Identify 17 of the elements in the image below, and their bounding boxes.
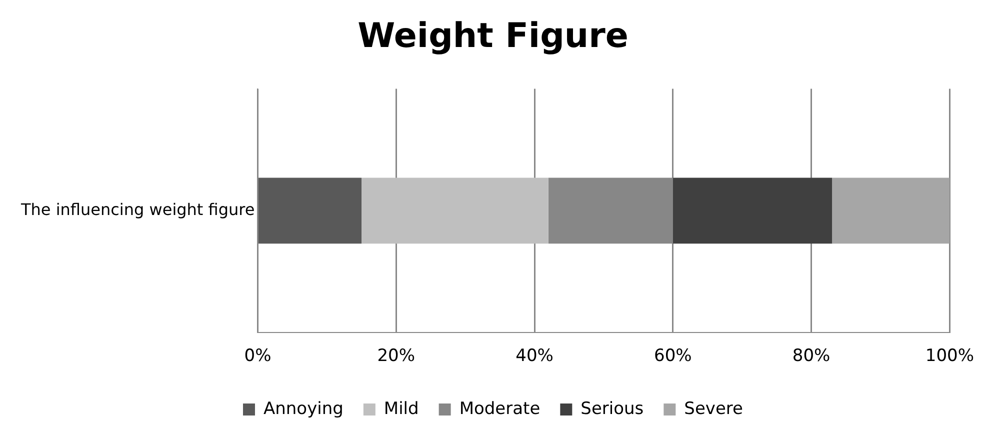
x-tick-label: 0% bbox=[244, 346, 272, 366]
x-tick-label: 60% bbox=[654, 346, 692, 366]
bar bbox=[362, 178, 548, 244]
bar bbox=[672, 178, 832, 244]
legend-label: Mild bbox=[384, 398, 419, 419]
legend-label: Serious bbox=[580, 398, 644, 419]
x-tick-label: 20% bbox=[377, 346, 416, 366]
legend-label: Severe bbox=[684, 398, 744, 419]
bar bbox=[832, 178, 950, 244]
x-tick-label: 80% bbox=[792, 346, 830, 366]
x-tick-label: 100% bbox=[925, 346, 974, 366]
y-tick-label: The influencing weight figure bbox=[20, 200, 255, 219]
chart-title: Weight Figure bbox=[358, 16, 628, 56]
bar bbox=[258, 178, 362, 244]
legend-label: Annoying bbox=[263, 398, 344, 419]
legend-label: Moderate bbox=[459, 398, 540, 419]
x-tick-label: 40% bbox=[516, 346, 554, 366]
